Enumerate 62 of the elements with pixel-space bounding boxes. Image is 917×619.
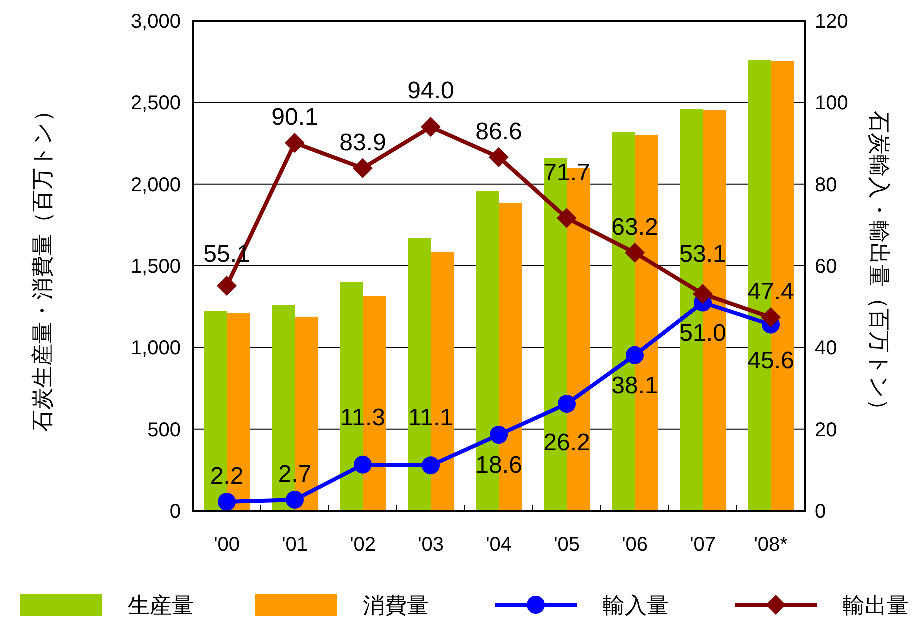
point: [490, 426, 508, 444]
y2-tick-label: 60: [815, 256, 838, 278]
data-label: 53.1: [680, 241, 726, 268]
legend-label: 輸入量: [603, 593, 669, 618]
y2-tick-label: 120: [815, 11, 848, 33]
y2-tick-label: 80: [815, 174, 838, 196]
data-label: 47.4: [748, 278, 794, 306]
x-tick-label: '06: [622, 534, 648, 556]
legend-label: 生産量: [128, 593, 194, 618]
data-label: 2.2: [210, 463, 244, 490]
data-label: 90.1: [272, 104, 318, 132]
y2-axis-title: 石炭輸入・輸出量（百万トン）: [867, 111, 892, 421]
data-label: 11.3: [340, 404, 386, 432]
data-label: 51.0: [680, 320, 726, 347]
y2-tick-label: 40: [815, 338, 838, 360]
y-tick-label: 0: [170, 501, 181, 523]
point: [693, 284, 713, 304]
point: [354, 456, 372, 474]
point: [286, 490, 304, 509]
point: [421, 117, 441, 138]
data-label: 94.0: [408, 78, 454, 105]
y-tick-label: 2,500: [130, 92, 181, 115]
data-label: 83.9: [340, 129, 386, 156]
data-label: 63.2: [612, 214, 658, 241]
point: [625, 242, 645, 263]
data-label: 38.1: [612, 372, 658, 400]
y-axis-title: 石炭生産量・消費量（百万トン）: [30, 100, 55, 432]
x-tick-label: '03: [418, 534, 444, 556]
data-label: 26.2: [544, 429, 590, 456]
y2-tick-label: 100: [815, 92, 848, 115]
point: [557, 208, 577, 228]
x-tick-label: '05: [554, 534, 580, 556]
y-tick-label: 3,000: [130, 11, 181, 33]
x-tick-label: '04: [486, 534, 512, 556]
data-label: 11.1: [408, 404, 454, 432]
point: [353, 158, 373, 178]
point: [489, 147, 509, 168]
point: [422, 456, 440, 475]
y-tick-label: 500: [148, 419, 181, 442]
y2-tick-label: 20: [815, 419, 838, 442]
x-tick-label: '08*: [754, 534, 788, 556]
data-label: 86.6: [476, 118, 522, 146]
x-tick-label: '07: [690, 534, 716, 556]
x-tick-label: '02: [350, 534, 376, 556]
data-label: 45.6: [748, 348, 794, 375]
legend-label: 輸出量: [843, 593, 909, 618]
data-label: 18.6: [476, 452, 522, 480]
y-tick-label: 2,000: [130, 174, 181, 196]
data-label: 2.7: [278, 460, 312, 488]
point: [285, 133, 305, 154]
data-label: 71.7: [544, 159, 590, 186]
y-tick-label: 1,000: [130, 338, 181, 360]
point: [218, 493, 236, 512]
point: [217, 276, 237, 296]
y2-tick-label: 0: [815, 501, 826, 523]
point: [558, 395, 576, 414]
legend-label: 消費量: [363, 593, 429, 618]
point: [626, 346, 644, 364]
point: [761, 307, 781, 328]
y-tick-label: 1,500: [130, 256, 181, 278]
x-tick-label: '00: [214, 534, 240, 556]
x-tick-label: '01: [282, 534, 308, 556]
